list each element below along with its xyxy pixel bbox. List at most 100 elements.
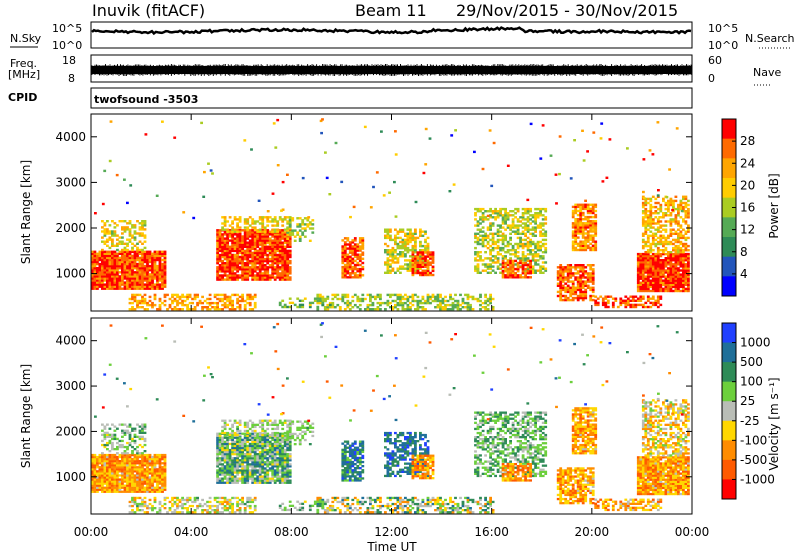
scatter-cell: [111, 466, 114, 468]
scatter-cell: [246, 242, 249, 244]
scatter-cell: [154, 458, 157, 460]
scatter-cell: [512, 249, 515, 251]
scatter-cell: [499, 268, 502, 270]
scatter-cell: [111, 462, 114, 464]
scatter-cell: [99, 271, 102, 273]
scatter-cell: [219, 229, 222, 231]
scatter-cell: [527, 249, 530, 251]
scatter-cell: [487, 215, 490, 217]
scatter-cell: [154, 251, 157, 253]
scatter-cell: [116, 483, 119, 485]
scatter-cell: [226, 220, 229, 222]
scatter-cell: [114, 466, 117, 468]
scatter-cell: [670, 257, 673, 259]
scatter-cell: [359, 260, 362, 262]
scatter-cell: [529, 210, 532, 212]
scatter-cell: [487, 265, 490, 267]
scatter-cell: [687, 290, 690, 292]
scatter-cell: [104, 480, 107, 482]
scatter-cell: [474, 241, 477, 243]
scatter-cell: [116, 472, 119, 474]
scatter-cell: [164, 454, 167, 456]
scatter-cell: [412, 251, 415, 253]
scatter-cell: [134, 464, 137, 466]
scatter-cell: [276, 254, 279, 256]
scatter-cell: [637, 304, 640, 306]
scatter-cell: [509, 224, 512, 226]
scatter-cell: [444, 296, 447, 298]
scatter-cell: [519, 245, 522, 247]
scatter-cell: [685, 253, 688, 255]
scatter-cell: [529, 266, 532, 268]
scatter-cell: [124, 277, 127, 279]
scatter-cell: [672, 273, 675, 275]
scatter-cell: [126, 458, 129, 460]
scatter-cell: [129, 485, 132, 487]
scatter-cell: [259, 266, 262, 268]
scatter-cell: [164, 489, 167, 491]
scatter-cell: [654, 290, 657, 292]
scatter-cell: [577, 289, 580, 291]
scatter-cell: [139, 263, 142, 265]
scatter-cell: [665, 282, 668, 284]
scatter-cell: [685, 237, 688, 239]
scatter-cell: [346, 276, 349, 278]
scatter-cell: [254, 220, 257, 222]
scatter-cell: [134, 271, 137, 273]
scatter-cell: [129, 474, 132, 476]
scatter-cell: [572, 274, 575, 276]
scatter-cell: [129, 491, 132, 493]
scatter-cell: [534, 245, 537, 247]
scatter-cell: [542, 224, 545, 226]
scatter-cell: [529, 276, 532, 278]
scatter-cell: [665, 257, 668, 259]
scatter-cell: [249, 266, 252, 268]
scatter-cell: [101, 236, 104, 238]
scatter-cell: [144, 487, 147, 489]
scatter-cell: [665, 278, 668, 280]
scatter-cell: [280, 210, 283, 212]
scatter-cell: [407, 249, 410, 251]
scatter-cell: [154, 267, 157, 269]
scatter-cell: [111, 436, 114, 438]
scatter-cell: [657, 249, 660, 251]
scatter-cell: [559, 264, 562, 266]
scatter-cell: [161, 462, 164, 464]
scatter-cell: [259, 262, 262, 264]
scatter-cell: [114, 485, 117, 487]
scatter-cell: [126, 462, 129, 464]
scatter-cell: [299, 223, 302, 225]
scatter-cell: [149, 277, 152, 279]
scatter-cell: [340, 181, 343, 183]
scatter-cell: [404, 241, 407, 243]
scatter-cell: [492, 270, 495, 272]
scatter-cell: [514, 231, 517, 233]
scatter-cell: [221, 226, 224, 228]
scatter-cell: [582, 214, 585, 216]
scatter-cell: [134, 224, 137, 226]
scatter-cell: [244, 274, 247, 276]
scatter-cell: [144, 259, 147, 261]
scatter-cell: [380, 130, 383, 132]
scatter-cell: [522, 222, 525, 224]
scatter-cell: [221, 233, 224, 235]
scatter-cell: [101, 452, 104, 454]
scatter-cell: [592, 283, 595, 285]
scatter-cell: [652, 265, 655, 267]
scatter-cell: [474, 268, 477, 270]
scatter-cell: [289, 302, 292, 304]
scatter-cell: [665, 265, 668, 267]
scatter-cell: [236, 250, 239, 252]
scatter-cell: [221, 242, 224, 244]
scatter-cell: [361, 243, 364, 245]
scatter-cell: [542, 218, 545, 220]
scatter-cell: [680, 241, 683, 243]
scatter-cell: [572, 222, 575, 224]
scatter-cell: [675, 208, 678, 210]
scatter-cell: [129, 468, 132, 470]
scatter-cell: [164, 281, 167, 283]
scatter-cell: [116, 255, 119, 257]
scatter-cell: [349, 266, 352, 268]
scatter-cell: [429, 296, 432, 298]
scatter-cell: [354, 239, 357, 241]
